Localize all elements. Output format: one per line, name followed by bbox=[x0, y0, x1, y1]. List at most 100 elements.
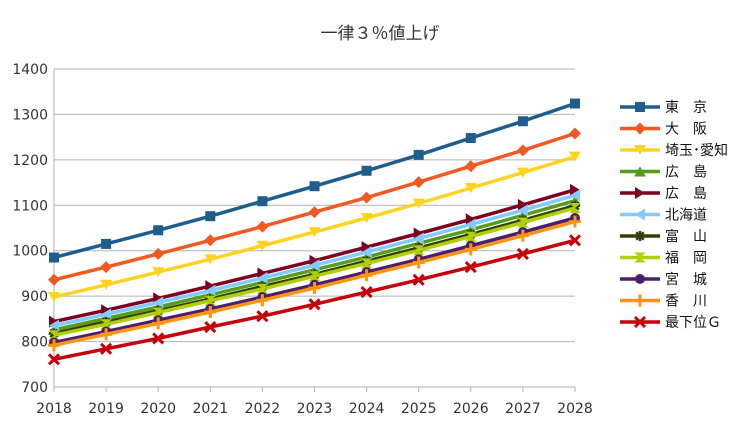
y-tick-label: 1200 bbox=[12, 153, 48, 169]
data-point bbox=[516, 217, 529, 228]
data-point bbox=[204, 320, 217, 334]
legend-item: 富 山 bbox=[620, 228, 707, 245]
data-point bbox=[568, 234, 582, 247]
legend-item: 香 川 bbox=[620, 294, 707, 310]
series-4 bbox=[49, 183, 580, 328]
y-tick-label: 1000 bbox=[12, 244, 48, 260]
data-point bbox=[569, 151, 581, 162]
legend-marker bbox=[634, 145, 646, 155]
data-point bbox=[152, 247, 165, 260]
series-group bbox=[47, 98, 582, 366]
data-point bbox=[47, 353, 61, 366]
data-point bbox=[361, 241, 372, 254]
data-point bbox=[517, 116, 528, 127]
data-point bbox=[464, 261, 477, 274]
data-point bbox=[48, 330, 60, 341]
data-point bbox=[412, 176, 425, 189]
data-point bbox=[152, 267, 165, 278]
data-point bbox=[361, 246, 372, 259]
data-point bbox=[308, 281, 321, 294]
data-point bbox=[309, 254, 320, 267]
data-point bbox=[308, 298, 321, 311]
x-tick-label: 2025 bbox=[401, 401, 437, 417]
legend-item: 大 阪 bbox=[620, 122, 707, 138]
series-7 bbox=[48, 203, 581, 341]
legend-marker bbox=[633, 315, 647, 329]
data-point bbox=[308, 227, 321, 238]
data-point bbox=[204, 306, 217, 319]
data-point bbox=[360, 269, 373, 282]
series-2 bbox=[48, 151, 581, 303]
x-tick-label: 2028 bbox=[557, 401, 593, 417]
data-point bbox=[516, 247, 529, 260]
y-tick-label: 1400 bbox=[12, 62, 48, 78]
data-point bbox=[309, 259, 320, 272]
chart-title: 一律３％値上げ bbox=[321, 24, 440, 44]
data-point bbox=[152, 332, 165, 345]
data-point bbox=[413, 232, 424, 245]
y-tick-label: 900 bbox=[21, 289, 48, 305]
data-point bbox=[308, 271, 321, 282]
data-point bbox=[360, 285, 373, 299]
data-point bbox=[49, 319, 59, 332]
data-point bbox=[412, 198, 425, 209]
x-tick-label: 2021 bbox=[192, 401, 228, 417]
x-tick-label: 2026 bbox=[453, 401, 489, 417]
x-tick-label: 2023 bbox=[297, 401, 333, 417]
data-point bbox=[152, 317, 165, 330]
data-point bbox=[309, 181, 320, 192]
legend-marker bbox=[635, 102, 645, 112]
data-point bbox=[361, 165, 372, 176]
data-point bbox=[569, 215, 581, 228]
x-tick-label: 2019 bbox=[88, 401, 124, 417]
data-point bbox=[204, 234, 217, 247]
data-point bbox=[465, 218, 476, 231]
x-tick-label: 2024 bbox=[349, 401, 385, 417]
data-point bbox=[464, 243, 477, 256]
y-tick-label: 700 bbox=[21, 380, 48, 396]
data-point bbox=[204, 254, 217, 265]
legend-marker bbox=[634, 294, 646, 307]
data-point bbox=[256, 240, 269, 251]
legend-item: 広 島 bbox=[620, 165, 707, 181]
data-point bbox=[516, 167, 529, 178]
legend-marker bbox=[634, 166, 646, 177]
y-tick-label: 800 bbox=[21, 335, 48, 351]
data-point bbox=[100, 328, 113, 341]
legend-marker bbox=[635, 208, 645, 221]
data-point bbox=[464, 183, 477, 194]
data-point bbox=[256, 220, 269, 233]
data-point bbox=[256, 310, 269, 323]
data-point bbox=[152, 307, 165, 318]
legend-label: 富 山 bbox=[665, 228, 707, 245]
data-point bbox=[100, 319, 113, 330]
legend-item: 最下位Ｇ bbox=[620, 315, 721, 331]
y-axis-ticks: 700 800 900 1000 1100 1200 1300 1400 bbox=[12, 62, 48, 396]
series-10 bbox=[47, 234, 582, 366]
legend-label: 宮 城 bbox=[665, 272, 707, 288]
data-point bbox=[257, 267, 268, 280]
legend-label: 埼玉･愛知 bbox=[665, 142, 728, 159]
x-axis-ticks: 2018 2019 2020 2021 2022 2023 2024 2025 2026 2027… bbox=[36, 387, 593, 417]
legend-label: 広 島 bbox=[665, 165, 707, 181]
data-point bbox=[153, 225, 164, 236]
y-tick-label: 1300 bbox=[12, 107, 48, 123]
legend-item: 東 京 bbox=[620, 100, 707, 116]
legend-label: 福 岡 bbox=[665, 251, 707, 267]
x-tick-label: 2018 bbox=[36, 401, 72, 417]
data-point bbox=[570, 183, 580, 196]
series-5 bbox=[49, 189, 580, 332]
legend-label: 最下位Ｇ bbox=[665, 315, 721, 331]
data-point bbox=[360, 191, 373, 204]
data-point bbox=[517, 198, 528, 211]
data-point bbox=[516, 229, 529, 242]
legend-item: 宮 城 bbox=[620, 272, 707, 288]
data-point bbox=[464, 160, 477, 173]
data-point bbox=[464, 231, 477, 242]
legend-label: 北海道 bbox=[665, 208, 707, 224]
legend-label: 広 島 bbox=[665, 186, 707, 202]
data-point bbox=[257, 196, 268, 207]
data-point bbox=[413, 149, 424, 160]
